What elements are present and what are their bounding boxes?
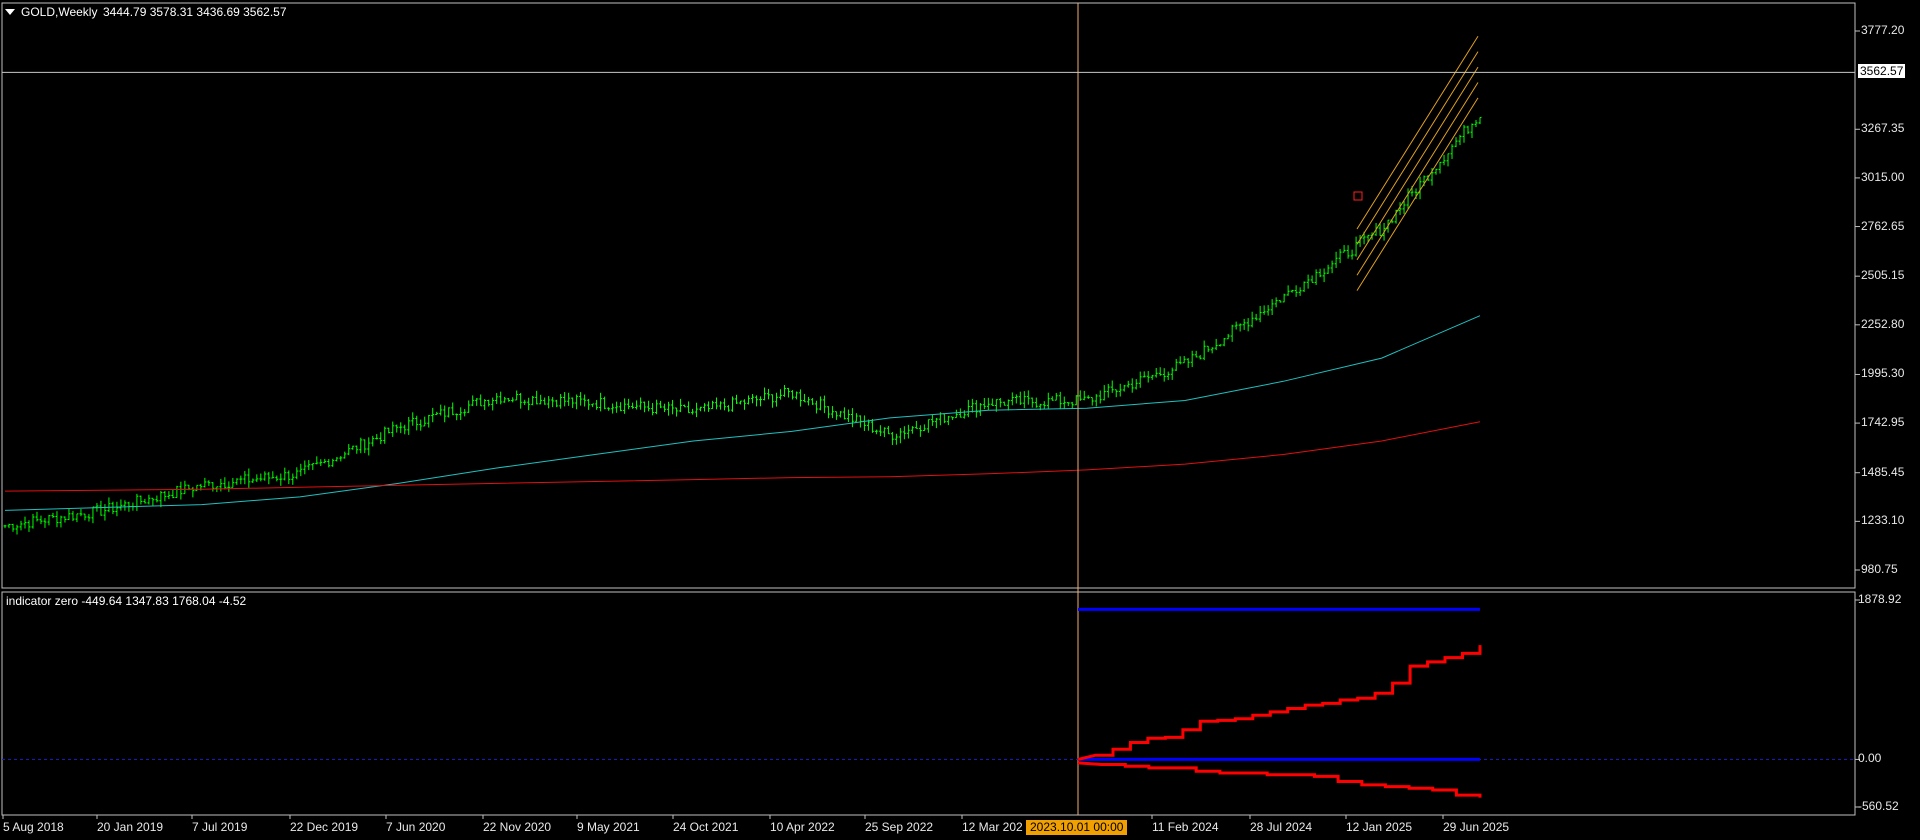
y-axis-label: 2505.15	[1861, 268, 1905, 283]
x-axis-label: 9 May 2021	[577, 820, 640, 834]
indicator-label: indicator zero -449.64 1347.83 1768.04 -…	[6, 594, 247, 608]
signal-marker	[1353, 191, 1363, 201]
regression-channel-line	[1356, 97, 1479, 291]
regression-channel-line	[1356, 66, 1479, 261]
x-axis-label: 24 Oct 2021	[673, 820, 739, 834]
x-axis-label: 29 Jun 2025	[1443, 820, 1510, 834]
x-axis-label: 11 Feb 2024	[1152, 820, 1219, 834]
x-axis-label: 7 Jun 2020	[386, 820, 446, 834]
indicator-red-upper	[1077, 645, 1482, 761]
x-axis-label: 7 Jul 2019	[192, 820, 248, 834]
y-axis-label: 1233.10	[1861, 513, 1905, 528]
y-axis-label: 3015.00	[1861, 169, 1905, 184]
symbol-label: GOLD,Weekly	[21, 5, 98, 19]
x-axis-label: 5 Aug 2018	[3, 820, 64, 834]
x-axis-label: 12 Jan 2025	[1346, 820, 1413, 834]
moving-average-slow	[4, 421, 1481, 492]
y-axis-label: 1485.45	[1861, 464, 1905, 479]
indicator-y-axis-label: 1878.92	[1858, 592, 1902, 606]
regression-channel-line	[1356, 35, 1479, 230]
x-axis-label: 22 Nov 2020	[483, 820, 552, 834]
moving-average-fast	[4, 315, 1481, 511]
ohlc-values: 3444.79 3578.31 3436.69 3562.57	[103, 5, 287, 19]
x-axis-label: 28 Jul 2024	[1250, 820, 1313, 834]
regression-channel-line	[1356, 82, 1479, 276]
y-axis-label: 980.75	[1861, 562, 1898, 576]
current-price-tag: 3562.57	[1858, 64, 1906, 78]
y-axis-label: 3267.35	[1861, 121, 1905, 136]
indicator-red-lower	[1077, 761, 1482, 798]
y-axis-label: 1742.95	[1861, 415, 1905, 430]
indicator-y-axis-label: -560.52	[1858, 799, 1899, 813]
y-axis-label: 2252.80	[1861, 316, 1905, 331]
x-axis-label: 20 Jan 2019	[97, 820, 164, 834]
x-axis-label: 12 Mar 202	[962, 820, 1023, 834]
x-axis-label: 10 Apr 2022	[770, 820, 835, 834]
main-chart-frame	[1, 2, 1856, 589]
chart-menu-arrow-icon[interactable]	[5, 9, 15, 15]
y-axis-label: 3777.20	[1861, 23, 1905, 37]
regression-channel-line	[1356, 51, 1479, 245]
indicator-frame	[1, 591, 1856, 816]
y-axis-label: 1995.30	[1861, 366, 1905, 381]
y-axis-label: 2762.65	[1861, 218, 1905, 233]
x-axis-label: 25 Sep 2022	[865, 820, 934, 834]
indicator-y-axis-label: 0.00	[1858, 751, 1882, 766]
x-axis-label: 22 Dec 2019	[290, 820, 359, 834]
crosshair-time-tag: 2023.10.01 00:00	[1026, 820, 1128, 835]
